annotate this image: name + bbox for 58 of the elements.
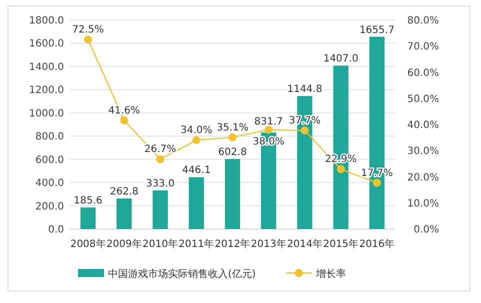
point [264, 126, 273, 134]
point [300, 126, 309, 135]
y2-tick-label: 70.0% [407, 42, 439, 53]
point [192, 136, 200, 144]
point [120, 116, 128, 124]
y2-tick-label: 40.0% [407, 120, 439, 131]
bar [80, 207, 96, 229]
legend-label: 增长率 [314, 268, 346, 280]
data-label: 831.7 [254, 116, 283, 128]
data-label: 37.7% [288, 116, 321, 127]
bar [116, 198, 132, 229]
point [336, 165, 345, 174]
data-label: 446.1 [182, 165, 211, 176]
bar [224, 159, 240, 229]
y-tick-label: 400.0 [35, 178, 64, 190]
y-tick-label: 1200.0 [29, 85, 64, 96]
bar [188, 177, 204, 229]
data-label: 1144.8 [287, 84, 322, 96]
y-tick-label: 0.0 [48, 224, 64, 236]
x-tick-label: 2010年 [142, 238, 178, 250]
data-label: 35.1% [216, 122, 248, 134]
data-label: 333.0 [146, 178, 175, 190]
data-label: 185.6 [74, 195, 102, 206]
x-tick-label: 2012年 [214, 238, 250, 250]
y-tick-label: 1800.0 [29, 16, 64, 26]
y2-tick-label: 80.0% [407, 16, 439, 26]
legend-label: 中国游戏市场实际销售收入(亿元) [108, 268, 256, 280]
data-label: 72.5% [72, 24, 104, 36]
bar [152, 190, 168, 229]
x-tick-label: 2016年 [359, 238, 395, 250]
y2-tick-label: 0.0% [414, 224, 439, 236]
y2-tick-label: 60.0% [407, 68, 439, 79]
y2-tick-label: 30.0% [407, 146, 439, 158]
x-tick-label: 2008年 [70, 238, 106, 250]
x-tick-label: 2009年 [106, 238, 142, 250]
y-tick-label: 200.0 [35, 201, 64, 212]
y2-tick-label: 10.0% [407, 198, 439, 210]
data-label: 34.0% [180, 125, 212, 136]
y-tick-label: 1600.0 [29, 38, 64, 50]
data-label: 262.8 [110, 186, 138, 198]
y2-tick-label: 50.0% [407, 94, 439, 105]
y-tick-label: 600.0 [35, 154, 64, 166]
point [84, 36, 92, 44]
y2-tick-label: 20.0% [407, 172, 439, 184]
x-tick-label: 2011年 [178, 238, 214, 250]
point [156, 155, 164, 164]
data-label: 22.9% [324, 154, 357, 166]
y-tick-label: 1400.0 [29, 62, 64, 73]
point [228, 133, 236, 142]
data-label: 1407.0 [323, 54, 358, 65]
y-tick-label: 1000.0 [29, 108, 64, 120]
x-tick-label: 2015年 [323, 238, 359, 250]
data-label: 602.8 [218, 147, 247, 158]
y-tick-label: 800.0 [35, 132, 64, 143]
x-tick-label: 2014年 [286, 238, 322, 250]
point [372, 178, 381, 187]
data-label: 1655.7 [359, 24, 394, 36]
x-tick-label: 2013年 [250, 238, 286, 250]
